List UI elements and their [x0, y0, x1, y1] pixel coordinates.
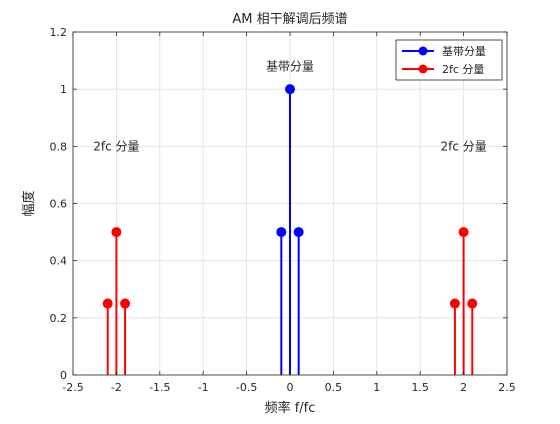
y-tick-label: 0.2: [50, 312, 68, 325]
x-axis-label: 频率 f/fc: [265, 400, 316, 416]
annotation-label: 基带分量: [266, 59, 314, 73]
legend-item: 2fc 分量: [402, 63, 484, 76]
stem-marker: [120, 298, 131, 309]
stem-marker: [285, 84, 295, 95]
legend-box: [395, 39, 503, 81]
legend-label: 2fc 分量: [442, 63, 484, 76]
x-tick-label: -1: [198, 381, 209, 394]
x-tick-label: -2.5: [62, 381, 83, 394]
x-tick-label: 0: [287, 381, 294, 394]
y-tick-label: 0.4: [50, 255, 68, 268]
y-tick-label: 0.8: [50, 140, 68, 153]
x-tick-label: 0.5: [325, 381, 343, 394]
legend: 基带分量 2fc 分量: [395, 39, 503, 81]
series-2: [102, 227, 478, 375]
stem-marker: [293, 227, 304, 238]
stem-marker: [111, 227, 122, 238]
y-tick-label: 0.6: [50, 198, 68, 211]
x-tick-label: 2.5: [498, 381, 516, 394]
annotation-label: 2fc 分量: [440, 139, 486, 153]
y-axis-label: 幅度: [21, 190, 37, 216]
legend-label: 基带分量: [442, 45, 486, 58]
data-stems: [102, 84, 478, 375]
stem-marker: [449, 298, 460, 309]
x-tick-label: 1.5: [411, 381, 429, 394]
y-tick-label: 1.2: [50, 26, 68, 39]
x-tick-label: -1.5: [149, 381, 170, 394]
annotations: 基带分量 2fc 分量 2fc 分量: [93, 59, 486, 153]
axis-ticks: -2.5 -2 -1.5 -1 -0.5 0 0.5 1 1.5 2 2.5 0 0.2 0.4 0.6 0.…: [50, 26, 516, 394]
y-tick-label: 1: [60, 83, 67, 96]
y-tick-label: 0: [60, 369, 67, 382]
stem-marker: [458, 227, 469, 238]
stem-marker: [467, 298, 478, 309]
x-tick-label: 1: [373, 381, 380, 394]
chart-title: AM 相干解调后频谱: [232, 12, 347, 27]
series-1: [276, 84, 304, 375]
x-tick-label: -2: [111, 381, 122, 394]
stem-marker: [276, 227, 287, 238]
x-tick-label: -0.5: [236, 381, 257, 394]
legend-item: 基带分量: [402, 45, 486, 58]
annotation-label: 2fc 分量: [93, 139, 139, 153]
legend-marker: [418, 64, 428, 74]
stem-marker: [102, 298, 113, 309]
x-tick-label: 2: [460, 381, 467, 394]
legend-marker: [418, 46, 428, 56]
